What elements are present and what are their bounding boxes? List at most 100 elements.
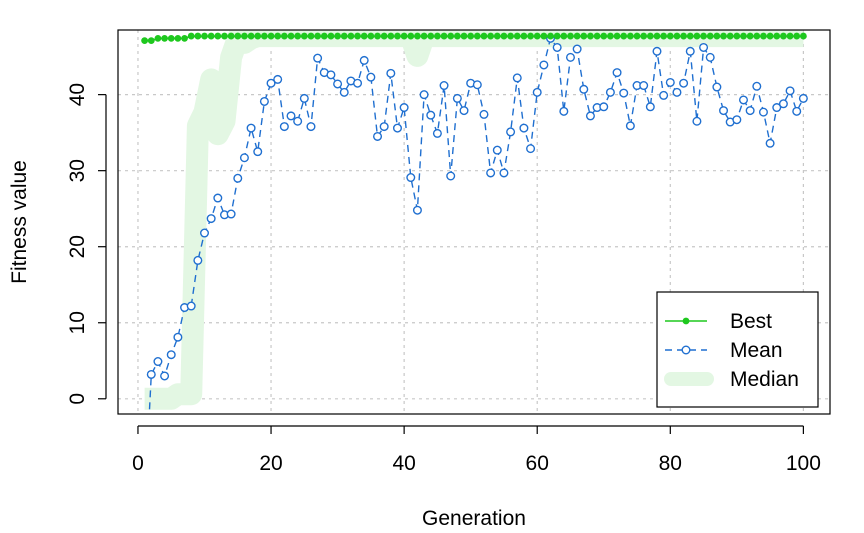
best-point <box>181 34 188 42</box>
mean-point <box>259 96 269 106</box>
best-point <box>733 32 741 40</box>
x-tick-label: 60 <box>526 452 549 475</box>
best-point <box>686 32 694 40</box>
mean-point <box>552 42 562 52</box>
best-point <box>414 32 421 40</box>
mean-point <box>166 350 176 360</box>
best-point <box>773 32 781 40</box>
best-point <box>447 32 455 40</box>
mean-point <box>532 87 542 97</box>
mean-point <box>299 93 309 103</box>
best-point <box>460 32 468 40</box>
best-point <box>327 32 335 40</box>
mean-point <box>798 93 808 103</box>
best-point <box>260 32 268 40</box>
best-point <box>540 32 548 40</box>
mean-point <box>253 147 263 157</box>
best-point <box>513 32 521 40</box>
best-point <box>320 32 328 40</box>
best-point <box>241 32 248 40</box>
mean-point <box>652 46 662 56</box>
legend: Best Mean Median <box>656 291 819 408</box>
best-point <box>793 32 801 40</box>
best-point <box>201 32 208 40</box>
best-point <box>294 32 302 40</box>
mean-point <box>785 86 795 96</box>
mean-point <box>399 103 409 113</box>
best-point <box>673 32 681 40</box>
mean-point <box>752 81 762 91</box>
best-point <box>766 32 774 40</box>
y-tick-label: 20 <box>66 235 89 258</box>
mean-point <box>738 95 748 105</box>
mean-point <box>359 55 369 65</box>
best-point <box>666 32 674 40</box>
mean-point <box>419 90 429 100</box>
mean-point <box>519 123 529 133</box>
mean-point <box>712 82 722 92</box>
mean-point <box>146 369 156 379</box>
mean-point <box>273 74 283 84</box>
best-point <box>600 32 608 40</box>
best-point <box>387 32 395 40</box>
best-point <box>427 32 435 40</box>
mean-point <box>745 106 755 116</box>
y-axis-title: Fitness value <box>8 160 31 284</box>
mean-point <box>206 214 216 224</box>
mean-point <box>452 93 462 103</box>
mean-point <box>665 77 675 87</box>
mean-point <box>559 106 569 116</box>
best-point <box>520 32 528 40</box>
best-point <box>221 32 228 40</box>
best-point <box>693 32 701 40</box>
mean-point <box>778 99 788 109</box>
mean-point <box>692 116 702 126</box>
best-point <box>360 32 368 40</box>
mean-point <box>266 78 276 88</box>
mean-point <box>339 87 349 97</box>
best-point <box>274 32 282 40</box>
best-point <box>367 32 375 40</box>
mean-point <box>659 90 669 100</box>
y-tick-label: 40 <box>66 83 89 106</box>
mean-point <box>572 44 582 54</box>
x-tick-label: 40 <box>392 452 415 475</box>
mean-point <box>406 173 416 183</box>
best-point <box>507 32 514 40</box>
best-point <box>167 34 175 42</box>
best-point <box>234 32 242 40</box>
mean-point <box>479 109 489 119</box>
mean-point <box>366 72 376 82</box>
best-point <box>547 32 554 40</box>
mean-point <box>512 73 522 83</box>
best-point <box>467 32 475 40</box>
mean-point <box>625 121 635 131</box>
best-point <box>480 32 488 40</box>
mean-point <box>446 171 456 181</box>
best-point <box>553 32 561 40</box>
mean-point <box>672 87 682 97</box>
mean-point <box>506 127 516 137</box>
best-point <box>660 32 668 40</box>
best-point <box>440 32 448 40</box>
best-point <box>587 32 594 40</box>
best-point <box>620 32 628 40</box>
mean-point <box>685 46 695 56</box>
best-point <box>207 32 215 40</box>
plot-area <box>140 30 808 414</box>
mean-series-line <box>148 36 805 414</box>
legend-label-mean: Mean <box>730 339 783 362</box>
mean-point <box>619 88 629 98</box>
legend-label-best: Best <box>730 310 772 333</box>
best-point <box>607 32 614 40</box>
mean-point <box>193 255 203 265</box>
best-point <box>214 32 222 40</box>
best-point <box>314 32 322 40</box>
mean-point <box>426 110 436 120</box>
mean-point <box>306 122 316 132</box>
best-point <box>613 32 621 40</box>
mean-point <box>412 205 422 215</box>
best-point <box>254 32 262 40</box>
x-tick-label: 0 <box>132 452 144 475</box>
mean-point <box>186 301 196 311</box>
